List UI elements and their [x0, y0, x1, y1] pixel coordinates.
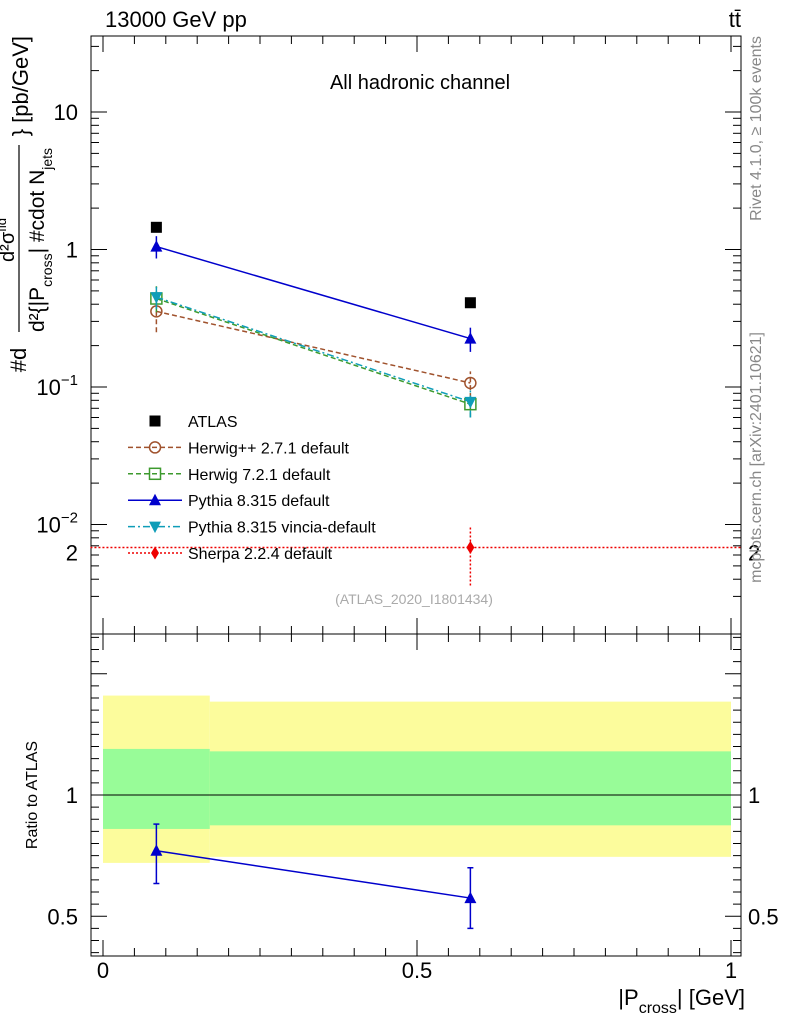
tick-label-exponent: −2 [61, 510, 78, 527]
legend-label-sherpa: Sherpa 2.2.4 default [188, 546, 333, 563]
data-point-vincia [150, 292, 163, 304]
y-label-prefix: #d [6, 348, 31, 372]
series-line-pythia [156, 245, 471, 340]
tick-label-base: 10 [36, 513, 60, 538]
legend-marker-atlas [149, 415, 161, 427]
legend-marker-herwig7 [148, 467, 162, 481]
data-point-herwigpp [464, 376, 477, 390]
legend-label-herwigpp: Herwig++ 2.7.1 default [188, 440, 350, 457]
series-line-herwigpp [156, 310, 471, 384]
ratio-y-tick-label: 1 [66, 783, 78, 808]
main-y-tick-label: 10−2 [36, 510, 78, 538]
tick-label-exponent: −1 [61, 372, 78, 389]
data-point-atlas [150, 221, 162, 233]
ratio-line-pythia [156, 850, 471, 899]
main-y-tick-label: 10 [54, 100, 78, 125]
ratio-y-tick-label-right: 1 [748, 783, 760, 808]
x-tick-label: 1 [725, 958, 737, 983]
ratio-y-axis-label: Ratio to ATLAS [24, 741, 41, 849]
data-point-atlas [464, 297, 476, 309]
y-label-denominator-sub: cross [39, 253, 55, 286]
legend-marker-sherpa [151, 546, 159, 560]
x-label-tail: | [GeV] [677, 985, 745, 1010]
side-label-rivet: Rivet 4.1.0, ≥ 100k events [748, 36, 765, 221]
data-point-sherpa [466, 541, 475, 555]
y-label-numerator-text: d²σ [0, 231, 19, 262]
legend-label-vincia: Pythia 8.315 vincia-default [188, 520, 376, 537]
legend-marker-vincia [149, 521, 161, 534]
ratio-data-point-pythia [150, 844, 163, 856]
legend-label-herwig7: Herwig 7.2.1 default [188, 467, 331, 484]
side-label-mcplots: mcplots.cern.ch [arXiv:2401.10621] [748, 332, 765, 583]
data-point-vincia [464, 396, 477, 409]
data-point-pythia [464, 332, 477, 344]
ratio-y-tick-label-right: 2 [748, 541, 760, 566]
series-line-vincia [156, 296, 471, 403]
main-panel-frame [90, 35, 742, 635]
main-y-tick-label: 1 [66, 238, 78, 263]
chart-title: All hadronic channel [330, 72, 510, 94]
legend-label-atlas: ATLAS [188, 414, 238, 431]
main-y-tick-label: 10−1 [36, 372, 78, 400]
y-label-denominator: d²{|Pcross| #cdot Njets [26, 148, 55, 332]
y-label-denominator-text: d²{|P [26, 287, 49, 332]
series-line-herwig7 [156, 297, 471, 405]
energy-label: 13000 GeV pp [105, 7, 247, 32]
legend-marker-herwigpp [148, 441, 162, 454]
tick-label-base: 1 [66, 238, 78, 263]
y-label-numerator-sub: fid [0, 218, 9, 232]
tick-label-base: 10 [54, 100, 78, 125]
x-tick-label: 0.5 [402, 958, 433, 983]
x-tick-label: 0 [97, 958, 109, 983]
ratio-y-tick-label: 2 [66, 541, 78, 566]
process-label: tt̄ [729, 7, 741, 32]
x-label-main: |P [618, 985, 638, 1010]
ratio-data-point-pythia [464, 891, 477, 904]
y-label-denominator-tail: | #cdot N [26, 170, 49, 254]
legend-marker-pythia [149, 493, 161, 506]
data-point-pythia [150, 240, 163, 252]
ratio-y-tick-label: 0.5 [47, 904, 78, 929]
y-label-numerator: d²σfid [0, 218, 19, 262]
legend-label-pythia: Pythia 8.315 default [188, 493, 330, 510]
ratio-y-tick-label-right: 0.5 [748, 904, 779, 929]
y-label-unit: } [pb/GeV] [8, 36, 33, 136]
main-y-axis-label: #d d²σfid d²{|Pcross| #cdot Njets } [pb/GeV… [0, 36, 55, 372]
tick-label-base: 10 [36, 375, 60, 400]
y-label-denominator-tail-sub: jets [39, 148, 55, 171]
ratio-band-green [209, 751, 731, 826]
analysis-id: (ATLAS_2020_I1801434) [335, 591, 493, 607]
x-axis-label: |Pcross| [GeV] [618, 985, 745, 1017]
x-label-sub: cross [639, 1000, 677, 1017]
ratio-band-green [103, 748, 210, 829]
